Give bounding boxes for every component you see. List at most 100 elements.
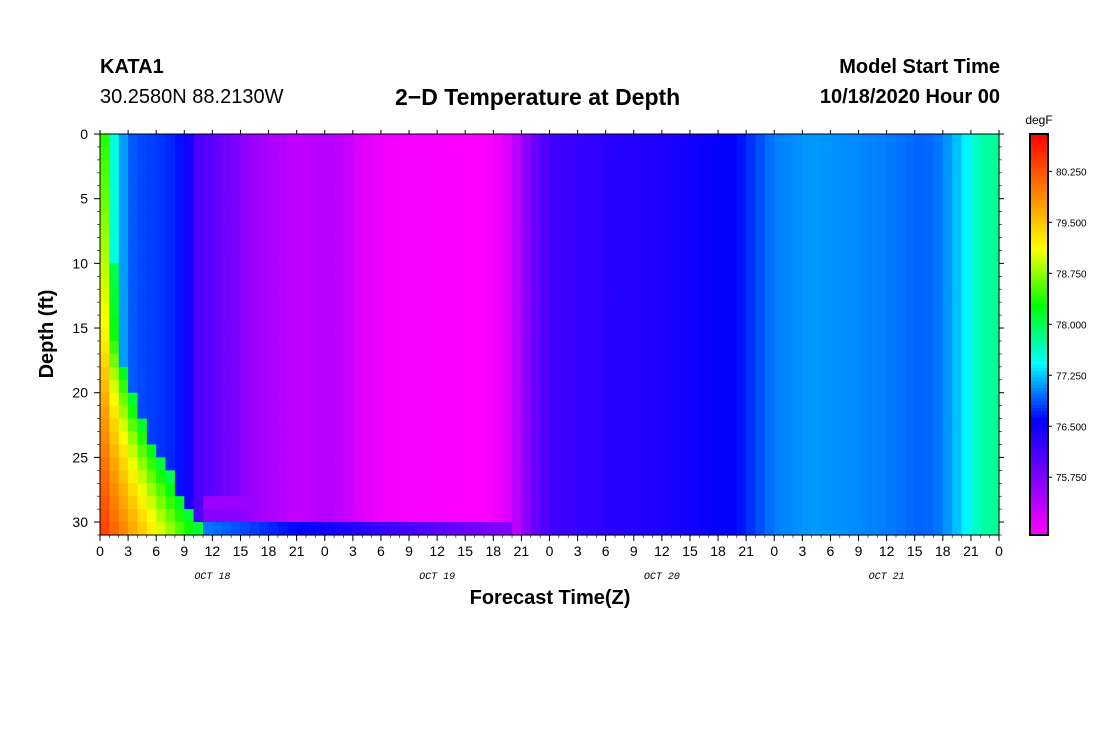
heatmap-cell [783,418,794,433]
heatmap-cell [277,237,288,252]
heatmap-cell [146,496,157,510]
heatmap-cell [128,159,139,174]
heatmap-cell [661,483,672,497]
heatmap-cell [512,289,522,303]
heatmap-cell [839,444,850,458]
heatmap-cell [446,522,457,536]
heatmap-cell [465,159,476,174]
heatmap-cell [118,353,129,368]
heatmap-cell [118,211,129,226]
heatmap-cell [221,146,232,161]
heatmap-cell [277,159,288,174]
heatmap-cell [100,353,110,368]
heatmap-cell [437,237,448,252]
heatmap-cell [755,366,766,381]
colorbar-swatch [1030,150,1048,155]
heatmap-cell [259,483,270,497]
heatmap-cell [212,134,223,148]
heatmap-cell [474,172,485,187]
heatmap-cell [249,276,260,290]
heatmap-cell [212,431,223,446]
heatmap-cell [296,405,307,420]
heatmap-cell [792,496,803,510]
heatmap-cell [764,289,775,303]
heatmap-cell [465,276,476,290]
heatmap-cell [877,134,888,148]
heatmap-cell [858,289,869,303]
heatmap-cell [165,366,176,381]
heatmap-cell [652,224,663,239]
heatmap-cell [137,172,148,187]
heatmap-cell [249,470,260,484]
heatmap-cell [399,366,410,381]
heatmap-cell [811,509,822,523]
heatmap-cell [596,185,607,200]
colorbar-swatch [1030,137,1048,142]
heatmap-cell [437,276,448,290]
heatmap-cell [586,418,597,433]
heatmap-cell [399,302,410,316]
heatmap-cell [540,263,551,277]
heatmap-cell [109,185,120,200]
heatmap-cell [586,392,597,407]
heatmap-cell [849,522,860,536]
heatmap-cell [502,159,513,174]
heatmap-cell [708,431,719,446]
heatmap-cell [886,198,897,213]
heatmap-cell [615,302,626,316]
heatmap-cell [212,146,223,161]
heatmap-cell [596,431,607,446]
heatmap-cell [315,185,326,200]
heatmap-cell [446,431,457,446]
heatmap-cell [680,134,691,148]
heatmap-cell [924,263,935,277]
heatmap-cell [193,366,204,381]
heatmap-cell [118,198,129,213]
heatmap-cell [914,185,925,200]
heatmap-cell [540,159,551,174]
heatmap-cell [512,483,522,497]
heatmap-cell [184,470,195,484]
heatmap-cell [184,211,195,226]
heatmap-cell [465,405,476,420]
heatmap-cell [661,159,672,174]
heatmap-cell [287,418,298,433]
heatmap-cell [277,470,288,484]
heatmap-cell [465,146,476,161]
heatmap-cell [549,198,560,213]
heatmap-cell [755,483,766,497]
heatmap-cell [165,315,176,329]
heatmap-cell [380,496,391,510]
heatmap-cell [886,289,897,303]
heatmap-cell [465,392,476,407]
heatmap-cell [699,328,710,342]
heatmap-cell [156,263,167,277]
heatmap-cell [942,379,953,394]
heatmap-cell [371,379,382,394]
heatmap-cell [755,134,766,148]
heatmap-cell [380,353,391,368]
heatmap-cell [568,134,579,148]
heatmap-cell [811,496,822,510]
heatmap-cell [493,134,504,148]
heatmap-cell [586,172,597,187]
heatmap-cell [296,392,307,407]
heatmap-cell [802,276,813,290]
heatmap-cell [352,353,363,368]
heatmap-cell [783,353,794,368]
heatmap-cell [549,522,560,536]
heatmap-cell [699,405,710,420]
heatmap-cell [933,522,944,536]
heatmap-cell [671,328,682,342]
heatmap-cell [259,366,270,381]
heatmap-cell [465,457,476,471]
heatmap-cell [989,496,1000,510]
heatmap-cell [174,483,185,497]
heatmap-cell [502,263,513,277]
heatmap-cell [287,159,298,174]
colorbar-swatch [1030,170,1048,175]
colorbar-swatch [1030,250,1048,255]
heatmap-cell [680,418,691,433]
heatmap-cell [352,392,363,407]
heatmap-cell [633,366,644,381]
